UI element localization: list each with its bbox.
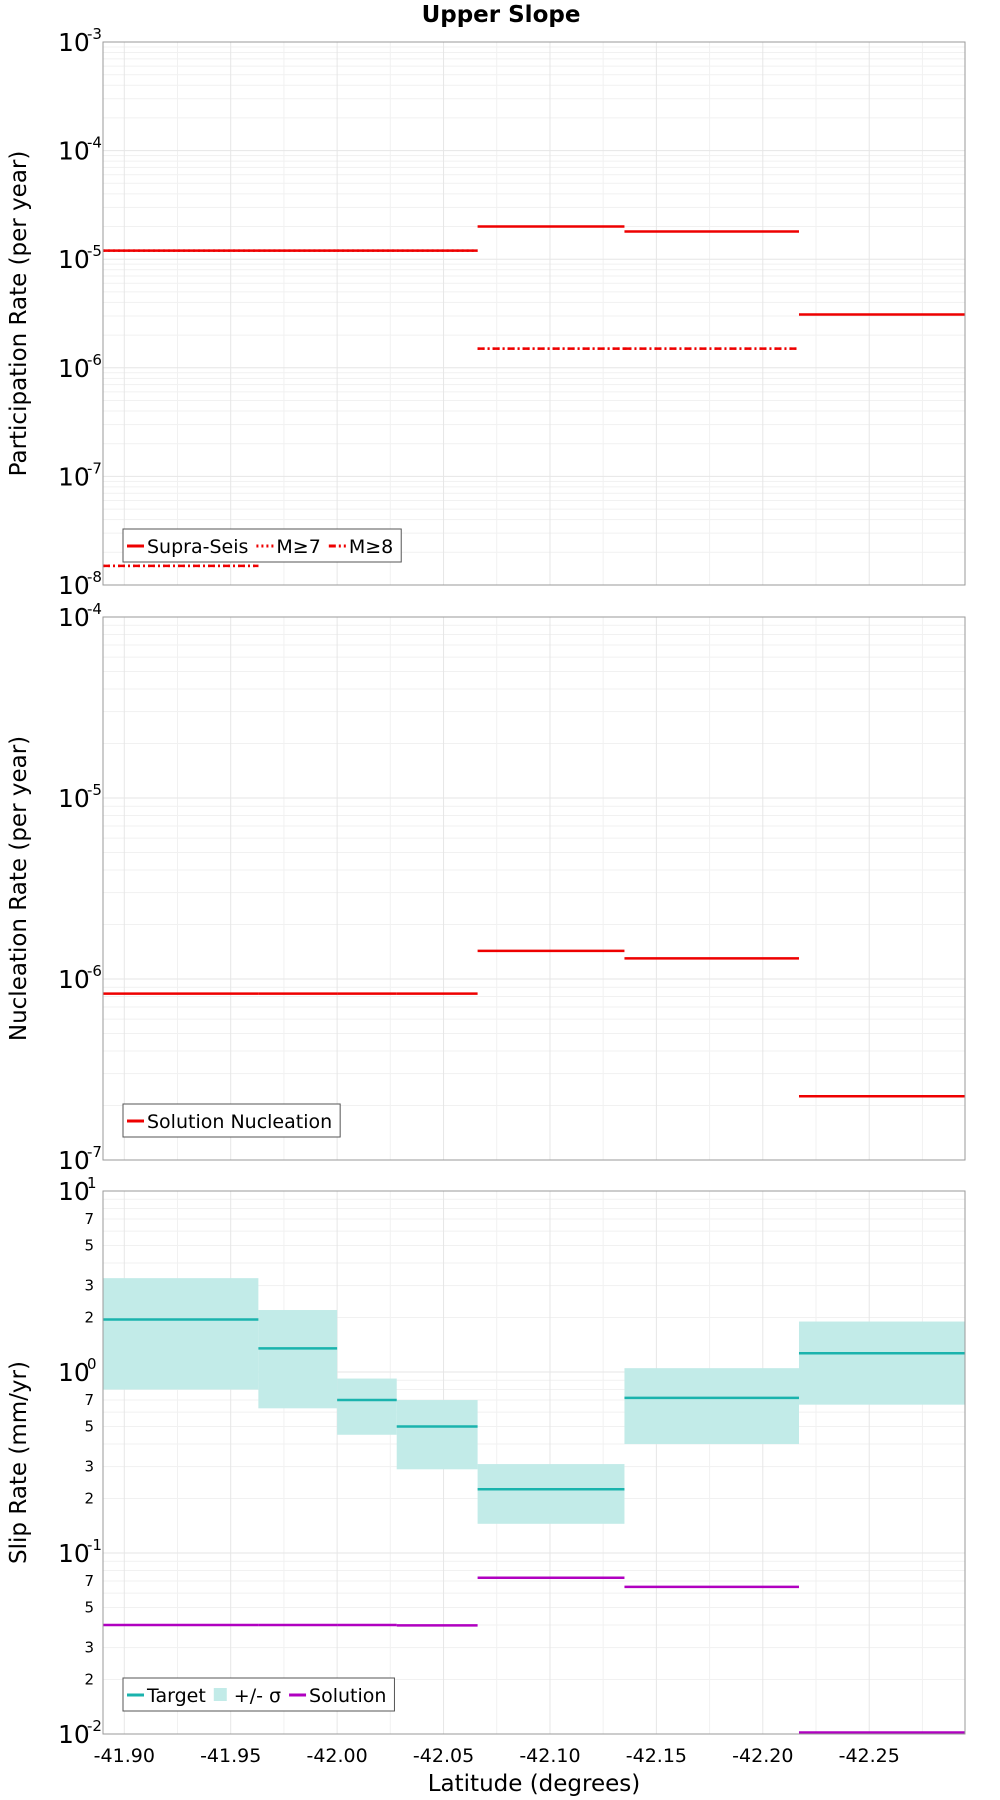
y-tick-label: 10 [58, 603, 90, 632]
x-tick-label: -42.25 [839, 1745, 900, 1767]
y-tick-label: 10 [58, 571, 90, 600]
y-tick-exponent: -7 [87, 1143, 102, 1161]
legend-label: Supra-Seis [147, 536, 248, 558]
y-tick-exponent: 0 [87, 1355, 97, 1373]
sigma-band [798, 1321, 965, 1405]
y-tick-label-minor: 7 [84, 1210, 94, 1228]
y-tick-exponent: -4 [87, 600, 102, 618]
legend: Target +/- σ Solution [122, 1677, 395, 1712]
y-tick-label-minor: 5 [84, 1236, 94, 1254]
legend-frame [122, 1677, 395, 1712]
y-tick-exponent: -3 [87, 25, 102, 43]
x-tick-label: -41.90 [94, 1745, 155, 1767]
y-tick-label: 10 [58, 462, 90, 491]
y-tick-label: 10 [58, 1539, 90, 1568]
legend: Solution Nucleation [122, 1103, 341, 1138]
y-tick-label: 10 [58, 245, 90, 274]
y-tick-exponent: -5 [87, 242, 102, 260]
y-tick-label: 10 [58, 784, 90, 813]
legend-label: +/- σ [234, 1685, 281, 1707]
y-tick-label-minor: 5 [84, 1417, 94, 1435]
sigma-band [477, 1464, 625, 1524]
y-tick-exponent: -7 [87, 459, 102, 477]
plot-area [103, 617, 965, 1160]
y-tick-label: 10 [58, 354, 90, 383]
y-axis-title: Nucleation Rate (per year) [6, 736, 32, 1041]
y-tick-exponent: -6 [87, 351, 102, 369]
y-tick-label: 10 [58, 137, 90, 166]
y-axis-title: Participation Rate (per year) [6, 151, 32, 477]
y-tick-label-minor: 2 [84, 1671, 94, 1689]
legend-label: M≥8 [349, 536, 393, 558]
y-tick-label-minor: 3 [84, 1277, 94, 1295]
y-axis-title: Slip Rate (mm/yr) [6, 1361, 32, 1564]
y-tick-label-minor: 2 [84, 1309, 94, 1327]
sigma-band [337, 1378, 397, 1435]
sigma-band [258, 1310, 338, 1409]
y-tick-exponent: -6 [87, 962, 102, 980]
y-tick-label-minor: 5 [84, 1598, 94, 1616]
x-axis-title: Latitude (degrees) [428, 1771, 641, 1797]
x-tick-label: -42.15 [626, 1745, 687, 1767]
plot-area [103, 1191, 965, 1734]
y-tick-exponent: -2 [87, 1717, 102, 1735]
legend: Supra-Seis M≥7 M≥8 [122, 528, 402, 563]
legend-frame [122, 1103, 341, 1138]
y-tick-exponent: -5 [87, 781, 102, 799]
y-tick-label-minor: 7 [84, 1391, 94, 1409]
legend-label: M≥7 [276, 536, 320, 558]
y-tick-label-minor: 3 [84, 1639, 94, 1657]
legend-label: Target [146, 1685, 206, 1707]
y-tick-label: 10 [58, 965, 90, 994]
x-tick-label: -42.20 [732, 1745, 793, 1767]
y-tick-label-minor: 7 [84, 1572, 94, 1590]
y-tick-label: 10 [58, 1177, 90, 1206]
chart-title: Upper Slope [422, 2, 581, 28]
y-tick-exponent: -1 [87, 1536, 102, 1554]
y-tick-label-minor: 2 [84, 1490, 94, 1508]
sigma-band [396, 1400, 478, 1470]
y-tick-label: 10 [58, 1720, 90, 1749]
legend-swatch [213, 1688, 227, 1701]
legend-label: Solution [309, 1685, 386, 1707]
y-tick-label: 10 [58, 28, 90, 57]
legend-label: Solution Nucleation [147, 1111, 332, 1133]
y-tick-exponent: -4 [87, 134, 102, 152]
x-tick-label: -42.10 [519, 1745, 580, 1767]
y-tick-label-minor: 3 [84, 1458, 94, 1476]
plot-frame [102, 41, 966, 586]
x-tick-label: -41.95 [200, 1745, 261, 1767]
y-tick-exponent: 1 [87, 1174, 97, 1192]
sigma-band [624, 1368, 799, 1445]
plot-frame [102, 616, 966, 1161]
x-tick-label: -42.05 [413, 1745, 474, 1767]
sigma-band [103, 1278, 259, 1390]
y-tick-label: 10 [58, 1146, 90, 1175]
y-tick-exponent: -8 [87, 568, 102, 586]
y-tick-label: 10 [58, 1358, 90, 1387]
plot-frame [102, 1190, 966, 1735]
x-tick-label: -42.00 [306, 1745, 367, 1767]
